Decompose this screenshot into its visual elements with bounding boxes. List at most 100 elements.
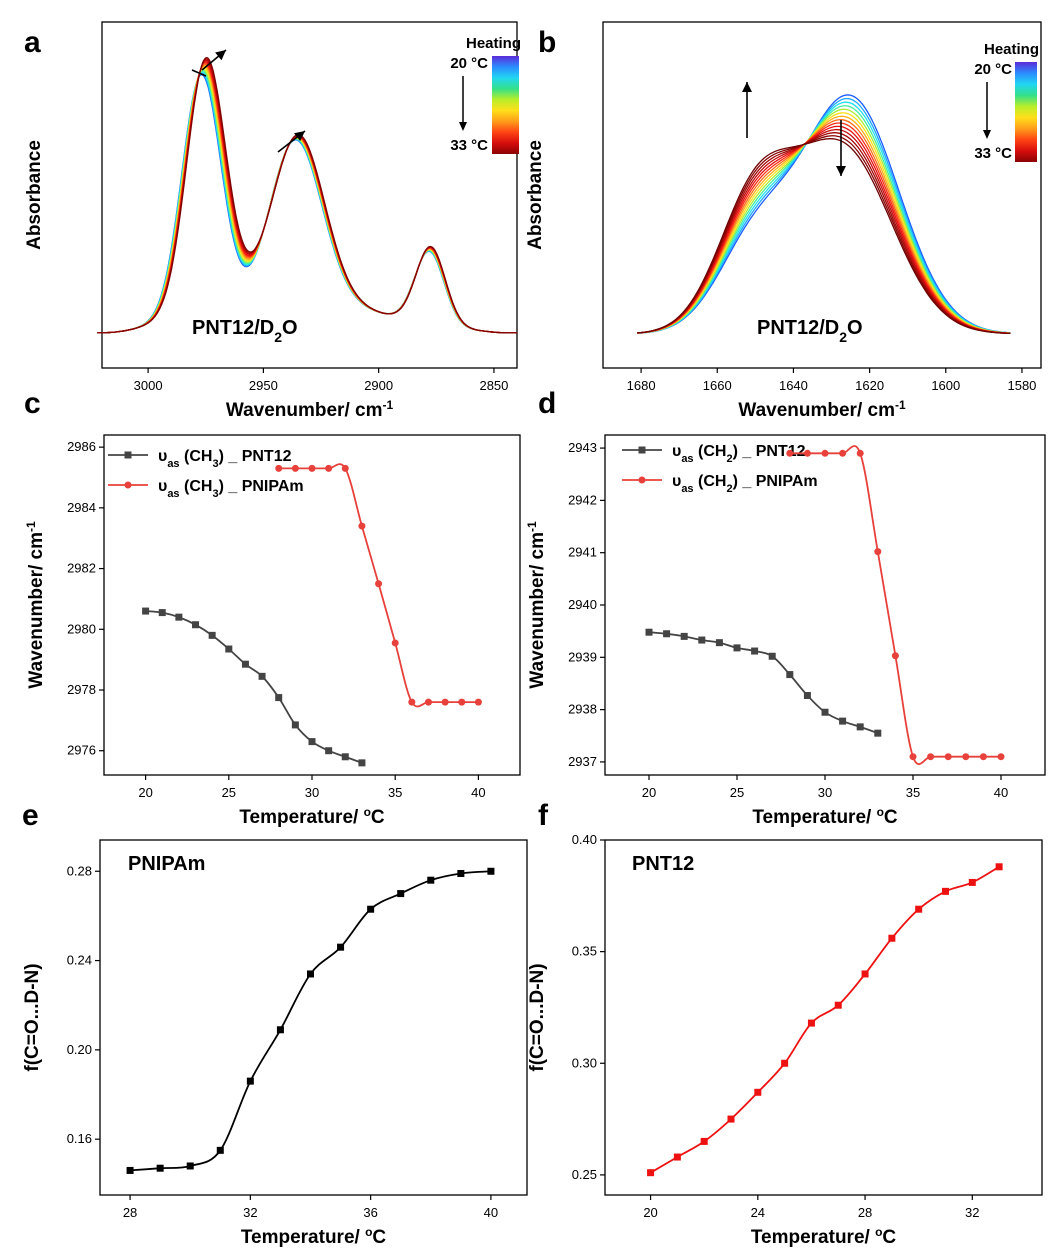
chart-b-x-tick-label: 1580 [1007, 378, 1036, 393]
chart-d-y-axis-label-main: Wavenumber/ cm [527, 532, 548, 689]
chart-c-y-tick-label: 2984 [67, 500, 96, 515]
chart-f-data-point [700, 1137, 708, 1145]
chart-f-data-point [861, 970, 869, 978]
chart-c-legend-sub: as [167, 458, 179, 470]
chart-c-data-point [408, 698, 416, 706]
chart-c-data-point [341, 753, 349, 761]
chart-d-data-point [927, 753, 935, 761]
chart-a-series-line [97, 70, 517, 334]
chart-c-x-tick-label: 35 [388, 785, 402, 800]
panel-label-c: c [24, 387, 41, 420]
chart-b: 1680 1660 1640 1620 1600 1580 Wavenumber/ cm-1… [525, 21, 1042, 421]
chart-d-data-point [733, 644, 741, 652]
chart-b-legend-end: 33 °C [974, 145, 1012, 162]
chart-e-data-point [487, 867, 495, 875]
chart-a-series-line [97, 61, 517, 334]
chart-b-arrow-up-head [742, 82, 752, 92]
chart-a-series-line [97, 66, 517, 334]
chart-c-legend-label-0: υas (CH3) _ PNT12 [158, 448, 292, 470]
chart-e-y-tick-label: 0.20 [67, 1042, 92, 1057]
chart-d-data-point [803, 449, 811, 457]
chart-a-series-line [97, 62, 517, 334]
chart-d-legend-mid: (CH [694, 473, 727, 490]
chart-d-y-tick-label: 2937 [568, 754, 597, 769]
chart-e-x-tick-label: 40 [484, 1205, 498, 1220]
panel-label-b: b [538, 26, 556, 59]
chart-d-data-point [821, 708, 829, 716]
chart-c-degree-mark: o [364, 805, 371, 819]
chart-a-legend-end: 33 °C [450, 137, 488, 154]
chart-d-legend-sub2: 2 [726, 483, 732, 495]
chart-a-x-axis-label: Wavenumber/ cm-1 [226, 398, 394, 421]
chart-d-data-point [979, 753, 987, 761]
chart-d-data-point [680, 632, 688, 640]
chart-c-y-tick-label: 2986 [67, 439, 96, 454]
chart-e-y-axis-label-main: f(C=O...D-N) [22, 963, 43, 1071]
chart-e-data-point [156, 1164, 164, 1172]
chart-d-legend-mid: (CH [694, 443, 727, 460]
panel-label-f: f [538, 799, 549, 832]
chart-f-frame [604, 839, 1043, 1196]
chart-c-legend-symbol: υ [158, 478, 167, 495]
chart-e-degree-mark: o [365, 1225, 372, 1239]
chart-a-x-axis-label-main: Wavenumber/ cm [226, 400, 383, 421]
chart-c-data-point [142, 607, 150, 615]
chart-c-legend-sub: as [167, 488, 179, 500]
chart-b-arrow-down-head [836, 166, 846, 176]
chart-a-x-tick-label: 3000 [134, 378, 163, 393]
chart-f-x-tick-label: 32 [965, 1205, 979, 1220]
chart-d-y-tick-label: 2941 [568, 545, 597, 560]
chart-a-x-axis-label-sup: -1 [382, 398, 393, 412]
chart-f-x-axis-label: Temperature/ oC [751, 1225, 897, 1248]
chart-d-data-point [909, 753, 917, 761]
chart-c-data-point [358, 522, 366, 530]
chart-f-degree-mark: o [875, 1225, 882, 1239]
chart-e-x-tick-label: 32 [243, 1205, 257, 1220]
chart-c-y-axis-label-main: Wavenumber/ cm [26, 532, 47, 689]
chart-d-data-point [821, 449, 829, 457]
chart-b-legend-title: Heating [984, 41, 1039, 58]
chart-c-legend-label-1: υas (CH3) _ PNIPAm [158, 478, 304, 500]
chart-d-legend-post: ) _ PNT12 [733, 443, 806, 460]
chart-d: 20 25 30 35 40 2937 2938 2939 2940 2941 2942 2943 Te… [525, 434, 1046, 828]
chart-c-data-point [325, 747, 333, 755]
chart-e-data-point [427, 876, 435, 884]
chart-c-x-axis-label-main: Temperature/ [239, 807, 363, 828]
chart-d-y-tick-label: 2940 [568, 597, 597, 612]
chart-f-x-axis-label-main: Temperature/ [751, 1227, 875, 1248]
chart-d-legend-marker [638, 476, 646, 484]
chart-d-data-point [839, 449, 847, 457]
chart-d-legend-label-0: υas (CH2) _ PNT12 [672, 443, 806, 465]
chart-d-data-point [874, 548, 882, 556]
chart-f-x-tick-label: 28 [858, 1205, 872, 1220]
chart-c-x-tick-label: 20 [138, 785, 152, 800]
chart-d-series-line-1 [789, 445, 1001, 765]
chart-d-data-point [874, 729, 882, 737]
chart-c-legend-marker [124, 481, 132, 489]
chart-f-data-point [673, 1153, 681, 1161]
chart-f-series-line-0 [650, 866, 1000, 1174]
chart-d-x-tick-label: 25 [730, 785, 744, 800]
chart-e-data-point [126, 1166, 134, 1174]
chart-d-data-point [786, 671, 794, 679]
chart-c-data-point [358, 759, 366, 767]
chart-a-x-tick-label: 2850 [479, 378, 508, 393]
chart-f-title: PNT12 [632, 853, 694, 875]
chart-d-x-tick-label: 40 [994, 785, 1008, 800]
chart-a-series-line [97, 71, 517, 334]
chart-c-data-point [208, 631, 216, 639]
chart-d-y-tick-label: 2942 [568, 492, 597, 507]
chart-b-x-tick-label: 1680 [627, 378, 656, 393]
chart-d-x-axis-label: Temperature/ oC [752, 805, 898, 828]
chart-b-y-axis-label-main: Absorbance [525, 140, 546, 250]
chart-c-data-point [291, 721, 299, 729]
chart-a-series-line [97, 67, 517, 334]
chart-b-x-axis-label: Wavenumber/ cm-1 [738, 398, 906, 421]
chart-e-x-tick-label: 28 [123, 1205, 137, 1220]
chart-e-x-axis-label-unit: C [372, 1227, 386, 1248]
chart-b-x-axis-label-main: Wavenumber/ cm [738, 400, 895, 421]
chart-a-y-axis-label-main: Absorbance [24, 140, 45, 250]
chart-e-data-point [397, 890, 405, 898]
chart-d-legend-marker [638, 446, 646, 454]
chart-d-x-tick-label: 35 [906, 785, 920, 800]
